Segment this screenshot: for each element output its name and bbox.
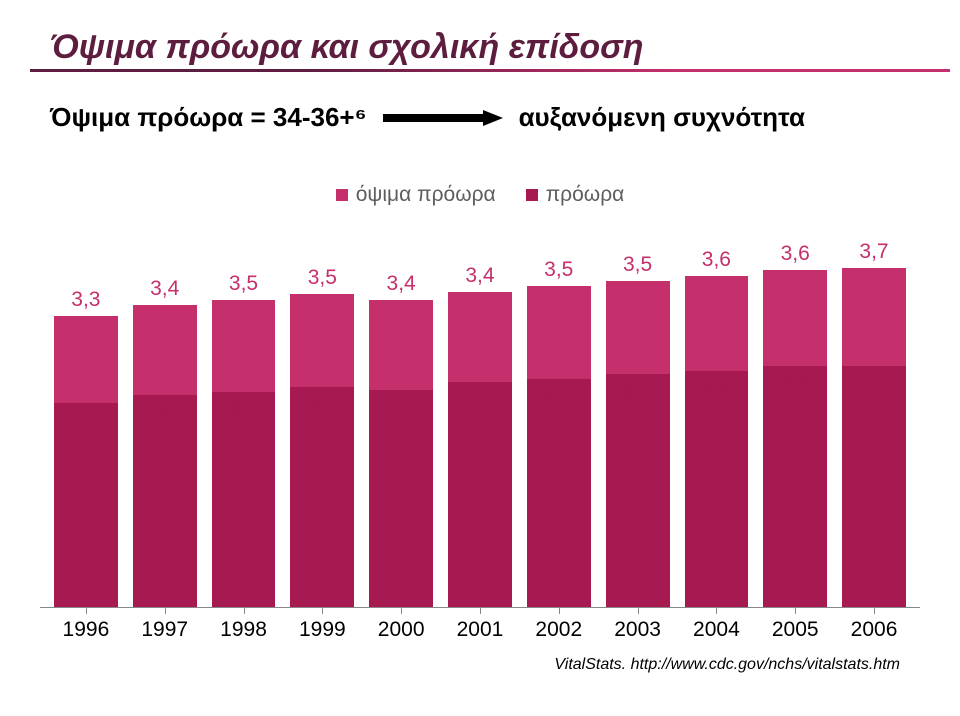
- subtitle-right: αυξανόμενη συχνότητα: [519, 102, 805, 133]
- bar-bottom-segment: 8,1: [212, 392, 276, 607]
- bar-bottom-segment: 8,8: [606, 374, 670, 607]
- x-axis-label: 1997: [133, 608, 197, 642]
- x-axis-label: 2004: [685, 608, 749, 642]
- bar-top-segment: [369, 300, 433, 390]
- bar-col: 3,4 8,2: [369, 237, 433, 607]
- bar-top-label: 3,4: [133, 277, 197, 301]
- x-axis-label: 2001: [448, 608, 512, 642]
- bar-bottom-label: 9,1: [842, 372, 906, 396]
- legend: όψιμα πρόωρα πρόωρα: [30, 183, 930, 207]
- bar-col: 3,5 8,8: [606, 237, 670, 607]
- bar-top-segment: [763, 270, 827, 365]
- bar-top-label: 3,3: [54, 288, 118, 312]
- bar-top-segment: [212, 300, 276, 393]
- x-axis-label: 2006: [842, 608, 906, 642]
- bar-col: 3,3 7,7: [54, 237, 118, 607]
- legend-label-bottom: πρόωρα: [546, 183, 625, 207]
- bar-bottom-segment: 8,3: [290, 387, 354, 607]
- bar-top-segment: [54, 316, 118, 403]
- bar-col: 3,6 8,9: [685, 237, 749, 607]
- bar-bottom-segment: 8: [133, 395, 197, 607]
- legend-square-bottom: [526, 189, 538, 201]
- arrow-icon: [383, 109, 503, 127]
- subtitle-row: Όψιμα πρόωρα = 34-36+⁶ αυξανόμενη συχνότ…: [50, 102, 930, 133]
- bar-bottom-label: 7,7: [54, 409, 118, 433]
- bar-col: 3,5 8,6: [527, 237, 591, 607]
- bar-bottom-label: 8,9: [685, 377, 749, 401]
- bar-top-segment: [685, 276, 749, 371]
- bar-bottom-label: 8,5: [448, 388, 512, 412]
- bar-col: 3,6 9,1: [763, 237, 827, 607]
- bar-col: 3,48: [133, 237, 197, 607]
- bar-bottom-segment: 8,9: [685, 371, 749, 607]
- bar-top-label: 3,6: [685, 248, 749, 272]
- bar-top-segment: [527, 286, 591, 379]
- bar-top-label: 3,5: [527, 258, 591, 282]
- x-axis-label: 2002: [527, 608, 591, 642]
- bar-bottom-label: 8,8: [606, 380, 670, 404]
- bar-top-label: 3,6: [763, 242, 827, 266]
- bar-bottom-label: 8,2: [369, 396, 433, 420]
- x-axis: 1996 1997 1998 1999 2000 2001 2002 2003 2004 2005…: [40, 607, 920, 642]
- x-axis-label: 1998: [212, 608, 276, 642]
- citation: VitalStats. http://www.cdc.gov/nchs/vita…: [30, 656, 930, 674]
- bar-top-label: 3,5: [290, 266, 354, 290]
- bar-bottom-label: 8,6: [527, 385, 591, 409]
- bar-col: 3,4 8,5: [448, 237, 512, 607]
- bar-top-segment: [606, 281, 670, 374]
- x-axis-label: 2000: [369, 608, 433, 642]
- bar-bottom-label: 8: [133, 401, 197, 425]
- bar-bottom-segment: 9,1: [842, 366, 906, 607]
- page-title: Όψιμα πρόωρα και σχολική επίδοση: [50, 28, 930, 67]
- bar-top-label: 3,7: [842, 240, 906, 264]
- bar-top-segment: [448, 292, 512, 382]
- bar-bottom-label: 9,1: [763, 372, 827, 396]
- bar-top-label: 3,4: [448, 264, 512, 288]
- bar-col: 3,5 8,1: [212, 237, 276, 607]
- bar-top-label: 3,5: [212, 272, 276, 296]
- bar-bottom-label: 8,3: [290, 393, 354, 417]
- chart-area: 3,37,73,483,58,13,58,33,48,23,48,53,58,6…: [40, 237, 920, 607]
- bar-top-segment: [842, 268, 906, 366]
- bar-bottom-segment: 8,6: [527, 379, 591, 607]
- bar-top-label: 3,4: [369, 272, 433, 296]
- bar-bottom-segment: 9,1: [763, 366, 827, 607]
- bar-bottom-segment: 7,7: [54, 403, 118, 607]
- slide: Όψιμα πρόωρα και σχολική επίδοση Όψιμα π…: [0, 0, 960, 716]
- bar-bottom-segment: 8,5: [448, 382, 512, 607]
- bar-top-label: 3,5: [606, 253, 670, 277]
- x-axis-label: 2005: [763, 608, 827, 642]
- x-axis-label: 2003: [606, 608, 670, 642]
- bar-col: 3,7 9,1: [842, 237, 906, 607]
- x-axis-label: 1999: [290, 608, 354, 642]
- bar-bottom-label: 8,1: [212, 398, 276, 422]
- subtitle-left: Όψιμα πρόωρα = 34-36+⁶: [50, 102, 367, 133]
- bar-top-segment: [290, 294, 354, 387]
- x-axis-label: 1996: [54, 608, 118, 642]
- title-underline: [30, 69, 950, 72]
- legend-item-bottom: πρόωρα: [526, 183, 625, 207]
- legend-item-top: όψιμα πρόωρα: [336, 183, 496, 207]
- legend-square-top: [336, 189, 348, 201]
- bar-bottom-segment: 8,2: [369, 390, 433, 607]
- bar-top-segment: [133, 305, 197, 395]
- bar-col: 3,5 8,3: [290, 237, 354, 607]
- legend-label-top: όψιμα πρόωρα: [356, 183, 496, 207]
